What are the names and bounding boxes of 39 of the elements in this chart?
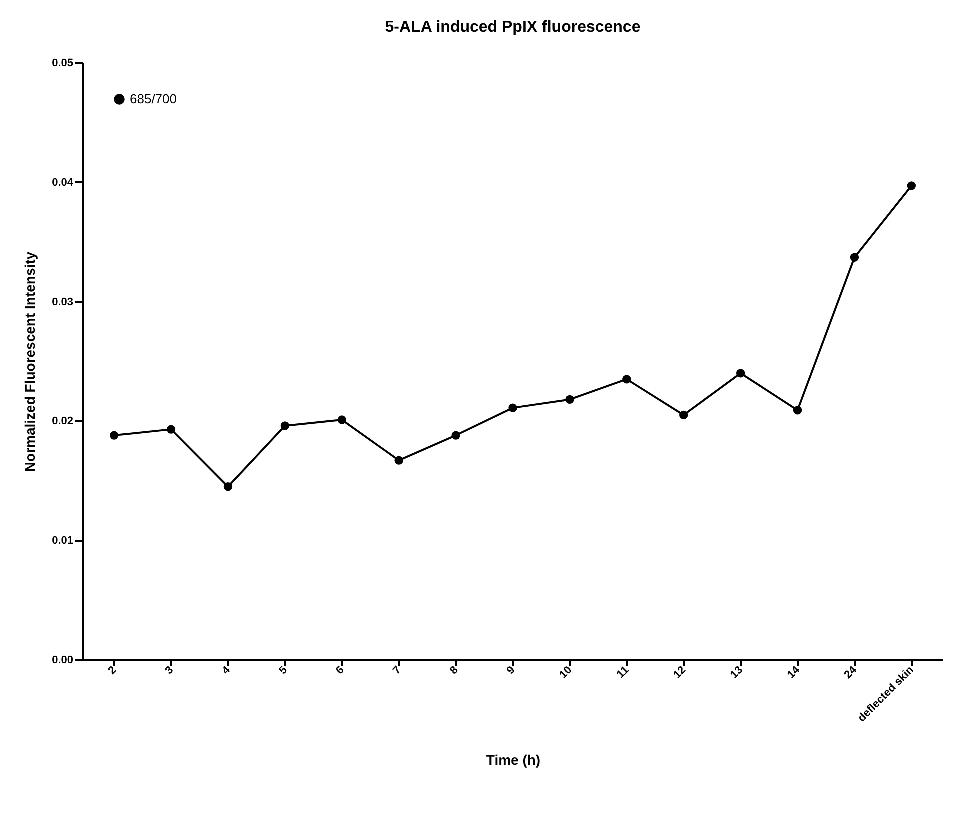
x-axis-title: Time (h) (486, 752, 541, 768)
x-tick-label: 3 (163, 664, 176, 678)
point (224, 482, 233, 492)
x-tick-label: 8 (448, 664, 461, 678)
y-tick-label: 0.02 (52, 416, 74, 428)
point (736, 369, 746, 378)
y-tick-label: 0.03 (52, 296, 74, 308)
point (850, 253, 860, 262)
legend-label: 685/700 (130, 92, 177, 106)
point (622, 375, 632, 384)
point (338, 416, 346, 424)
x-tick-label: 14 (785, 664, 804, 682)
x-tick-label: 11 (614, 664, 632, 681)
point (394, 456, 404, 465)
x-tick-label: 10 (558, 664, 575, 682)
x-tick-label: 13 (728, 664, 746, 682)
point (508, 404, 518, 412)
x-tick-label: 24 (842, 664, 860, 682)
x-tick-label: 6 (334, 664, 347, 678)
x-tick-label: 12 (671, 664, 689, 682)
x-tick-label: 5 (277, 664, 290, 678)
point (280, 422, 290, 430)
point (907, 182, 916, 190)
y-axis-title: Normalized Fluorescent Intensity (22, 252, 38, 472)
point (793, 406, 802, 415)
point (452, 431, 460, 440)
x-tick-label: 4 (220, 664, 234, 678)
y-tick-label: 0.05 (52, 58, 74, 70)
x-tick-label: 7 (391, 664, 404, 678)
x-tick-label: 9 (504, 664, 518, 678)
chart-title: 5-ALA induced PpIX fluorescence (385, 19, 641, 36)
point (680, 410, 688, 420)
point (110, 431, 119, 440)
y-tick-label: 0.04 (52, 176, 74, 189)
x-tick-label: 2 (106, 664, 120, 678)
point (166, 425, 176, 434)
y-tick-label: 0.01 (52, 535, 74, 548)
y-tick-label: 0.00 (52, 654, 74, 666)
point (566, 395, 574, 404)
